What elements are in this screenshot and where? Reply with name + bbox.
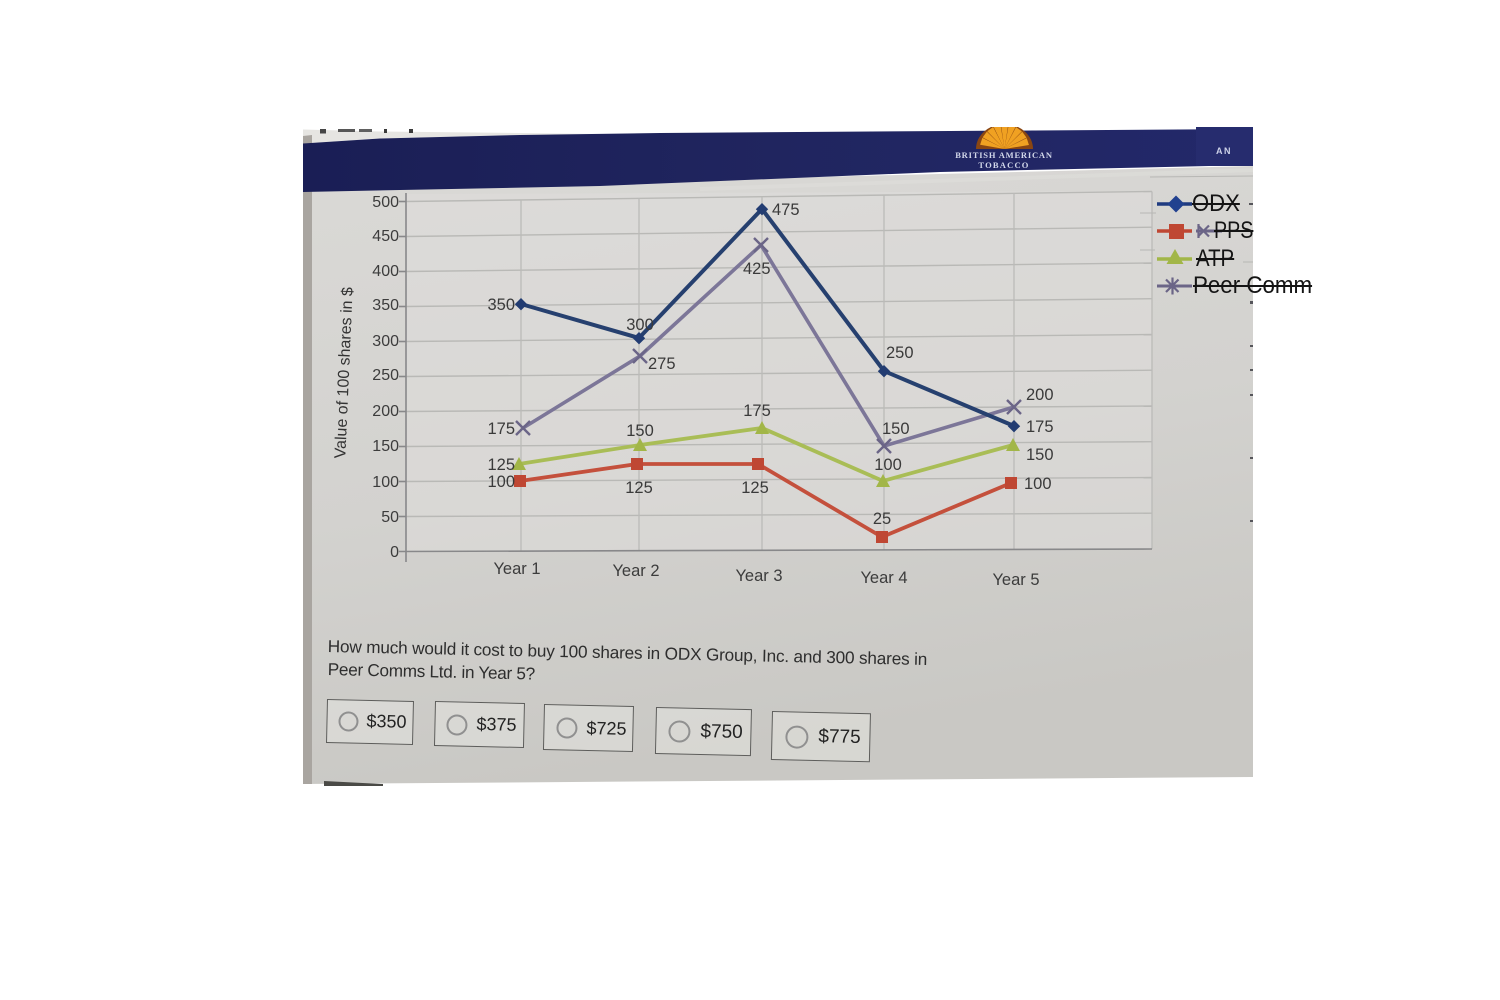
svg-text:AN: AN <box>1216 146 1232 156</box>
svg-text:300: 300 <box>626 316 654 334</box>
svg-text:Year 5: Year 5 <box>992 571 1039 589</box>
svg-text:125: 125 <box>741 479 769 497</box>
svg-text:100: 100 <box>1024 475 1052 493</box>
svg-text:425: 425 <box>743 260 771 278</box>
svg-text:200: 200 <box>1026 386 1054 404</box>
svg-text:125: 125 <box>487 456 515 474</box>
svg-text:450: 450 <box>372 228 399 245</box>
svg-text:150: 150 <box>372 438 399 455</box>
svg-text:275: 275 <box>648 355 676 373</box>
svg-text:Year 3: Year 3 <box>735 567 782 585</box>
svg-text:0: 0 <box>390 544 399 561</box>
svg-text:100: 100 <box>487 473 515 491</box>
svg-text:350: 350 <box>372 297 399 314</box>
svg-text:300: 300 <box>372 333 399 350</box>
svg-text:200: 200 <box>372 403 399 420</box>
svg-text:150: 150 <box>626 422 654 440</box>
svg-text:250: 250 <box>886 344 914 362</box>
svg-text:350: 350 <box>487 296 515 314</box>
svg-text:175: 175 <box>743 402 771 420</box>
svg-text:BRITISH AMERICAN: BRITISH AMERICAN <box>955 150 1053 160</box>
svg-text:100: 100 <box>874 456 902 474</box>
svg-text:150: 150 <box>882 420 910 438</box>
svg-text:175: 175 <box>487 420 515 438</box>
svg-text:50: 50 <box>381 509 399 526</box>
svg-text:25: 25 <box>873 510 891 528</box>
svg-text:250: 250 <box>372 367 399 384</box>
svg-text:125: 125 <box>625 479 653 497</box>
svg-text:400: 400 <box>372 263 399 280</box>
svg-text:475: 475 <box>772 201 800 219</box>
svg-text:100: 100 <box>372 474 399 491</box>
svg-text:150: 150 <box>1026 446 1054 464</box>
svg-text:Year 4: Year 4 <box>860 569 907 587</box>
svg-text:Year 1: Year 1 <box>493 560 540 578</box>
svg-text:Year 2: Year 2 <box>612 562 659 580</box>
svg-text:500: 500 <box>372 194 399 211</box>
svg-text:TOBACCO: TOBACCO <box>978 160 1029 170</box>
svg-text:175: 175 <box>1026 418 1054 436</box>
